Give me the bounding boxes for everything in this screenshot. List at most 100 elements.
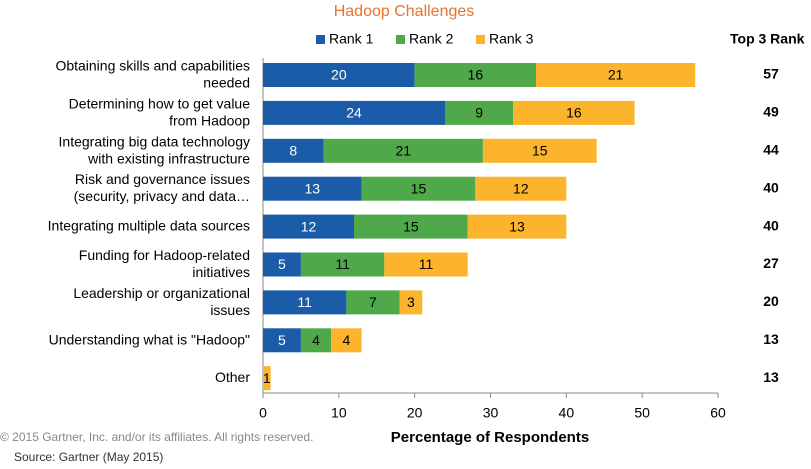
data-label: 7: [369, 294, 377, 310]
bar-segment: [445, 100, 514, 125]
total-label: 40: [763, 217, 779, 233]
category-label-line: Determining how to get value: [69, 95, 251, 111]
bar-segment: [263, 176, 362, 201]
data-label: 5: [278, 256, 286, 272]
category-label-line: Funding for Hadoop-related: [79, 247, 250, 263]
total-label: 57: [763, 66, 779, 82]
category-label-line: Risk and governance issues: [75, 171, 250, 187]
x-tick-label: 40: [559, 405, 575, 421]
bar-segment: [263, 290, 347, 315]
data-label: 16: [468, 67, 484, 83]
bar-segment: [323, 138, 483, 163]
category-label-line: issues: [210, 302, 250, 318]
total-label: 13: [763, 369, 779, 385]
legend-label: Rank 1: [329, 31, 374, 47]
total-label: 44: [763, 142, 779, 158]
bar-segment: [263, 328, 301, 353]
legend-swatch: [316, 35, 325, 44]
data-label: 11: [297, 294, 312, 310]
data-label: 21: [608, 67, 624, 83]
x-tick-label: 50: [634, 405, 650, 421]
data-label: 15: [411, 180, 427, 196]
total-label: 27: [763, 255, 779, 271]
category-label: Understanding what is "Hadoop": [49, 331, 250, 347]
x-tick-label: 60: [710, 405, 726, 421]
data-label: 24: [346, 105, 362, 121]
category-label-line: Integrating multiple data sources: [48, 217, 250, 233]
bar-segment: [361, 176, 476, 201]
x-tick-label: 0: [259, 405, 267, 421]
data-label: 11: [335, 256, 350, 272]
bar-segment: [263, 63, 415, 87]
data-label: 20: [331, 67, 347, 83]
category-label-line: (security, privacy and data…: [74, 188, 250, 204]
data-label: 4: [312, 332, 320, 348]
data-label: 13: [305, 180, 321, 196]
bar-segment: [263, 252, 301, 277]
category-label-line: initiatives: [192, 264, 250, 280]
x-axis-label: Percentage of Respondents: [391, 429, 589, 446]
category-label: Leadership or organizational issues: [73, 285, 250, 318]
bar-segment: [331, 328, 362, 353]
total-label: 20: [763, 293, 779, 309]
category-label-line: needed: [203, 74, 250, 90]
bar-segment: [263, 366, 271, 391]
total-label: 40: [763, 179, 779, 195]
category-label: Integrating multiple data sources: [48, 217, 250, 233]
data-label: 15: [403, 218, 419, 234]
copyright: © 2015 Gartner, Inc. and/or its affiliat…: [0, 430, 313, 444]
category-label-line: Leadership or organizational: [73, 285, 250, 301]
data-label: 12: [301, 218, 317, 234]
totals-header: Top 3 Rank: [730, 31, 805, 47]
data-label: 21: [396, 143, 412, 159]
bar-segment: [513, 100, 635, 125]
legend-label: Rank 2: [409, 31, 454, 47]
category-label-line: from Hadoop: [169, 112, 250, 128]
x-tick-label: 10: [331, 405, 347, 421]
data-label: 8: [289, 143, 297, 159]
data-label: 1: [263, 370, 271, 386]
category-label-line: Understanding what is "Hadoop": [49, 331, 250, 347]
data-label: 3: [407, 294, 415, 310]
category-label: Integrating big data technology with exis…: [59, 133, 251, 166]
bar-segment: [263, 214, 354, 239]
bar-segment: [475, 176, 567, 201]
data-label: 15: [532, 143, 548, 159]
bar-segment: [263, 138, 324, 163]
legend-swatch: [396, 35, 405, 44]
category-label: Funding for Hadoop-related initiatives: [79, 247, 250, 280]
total-label: 13: [763, 331, 779, 347]
bar-segment: [354, 214, 468, 239]
data-label: 11: [419, 256, 434, 272]
data-label: 12: [513, 180, 529, 196]
x-tick-label: 30: [483, 405, 499, 421]
category-label: Other: [215, 369, 250, 385]
data-label: 5: [278, 332, 286, 348]
bar-segment: [300, 328, 332, 353]
bar-segment: [384, 252, 468, 277]
category-label-line: Other: [215, 369, 250, 385]
data-label: 13: [509, 218, 525, 234]
total-label: 49: [763, 104, 779, 120]
category-label: Risk and governance issues (security, pri…: [74, 171, 250, 204]
legend-swatch: [476, 35, 485, 44]
bar-segment: [482, 138, 597, 163]
category-label: Obtaining skills and capabilities needed: [55, 57, 250, 90]
bar-segment: [399, 290, 423, 315]
category-label-line: Integrating big data technology: [59, 133, 250, 149]
source: Source: Gartner (May 2015): [14, 450, 163, 464]
category-label-line: with existing infrastructure: [87, 150, 250, 166]
data-label: 16: [566, 105, 582, 121]
bar-segment: [263, 100, 445, 125]
x-tick-label: 20: [407, 405, 423, 421]
category-label-line: Obtaining skills and capabilities: [55, 57, 250, 73]
bar-segment: [414, 63, 536, 87]
chart-title: Hadoop Challenges: [334, 3, 475, 20]
legend-label: Rank 3: [489, 31, 534, 47]
bar-segment: [467, 214, 567, 239]
bar-segment: [300, 252, 385, 277]
category-label: Determining how to get value from Hadoop: [69, 95, 251, 128]
data-label: 9: [475, 105, 483, 121]
bar-segment: [346, 290, 400, 315]
